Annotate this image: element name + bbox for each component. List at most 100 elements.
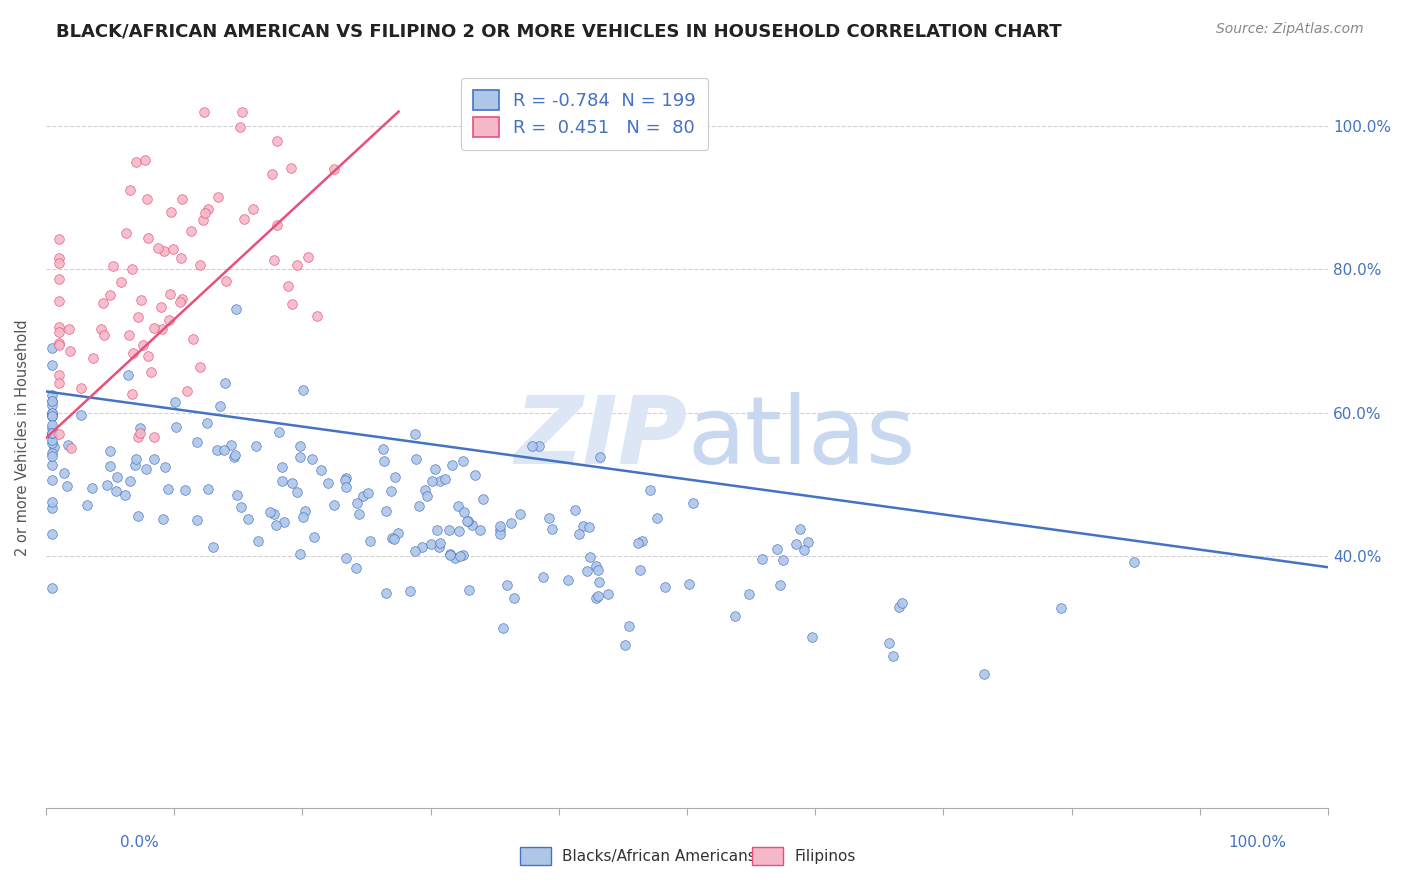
Point [619, 619, 641, 633]
Point [129, 421, 152, 435]
Point [429, 536, 451, 550]
Point [437, 523, 460, 537]
Point [271, 474, 294, 488]
Point [225, 488, 247, 502]
Point [215, 274, 238, 288]
Point [277, 279, 299, 293]
Point [181, 332, 204, 346]
Point [751, 551, 773, 566]
Point [165, 420, 187, 434]
Point [578, 549, 600, 564]
Point [41, 425, 63, 440]
Point [93, 296, 115, 310]
Point [173, 483, 195, 497]
Point [56, 479, 79, 493]
Point [100, 458, 122, 473]
Point [246, 533, 269, 548]
Point [124, 458, 146, 472]
Point [245, 439, 267, 453]
Point [221, 438, 243, 452]
Point [451, 454, 474, 468]
Point [41, 581, 63, 595]
Point [197, 482, 219, 496]
Point [142, 452, 165, 467]
Point [440, 458, 463, 472]
Point [197, 202, 219, 216]
Text: Source: ZipAtlas.com: Source: ZipAtlas.com [1216, 22, 1364, 37]
Point [1122, 555, 1144, 569]
Point [405, 452, 427, 467]
Point [682, 496, 704, 510]
Point [143, 430, 166, 444]
Point [48, 337, 70, 351]
Point [419, 537, 441, 551]
Point [260, 167, 283, 181]
Point [194, 206, 217, 220]
Point [153, 244, 176, 258]
Point [98, 443, 121, 458]
Point [281, 297, 304, 311]
Point [439, 548, 461, 562]
Point [48, 368, 70, 382]
Point [461, 517, 484, 532]
Point [973, 667, 995, 681]
Point [411, 540, 433, 554]
Point [136, 231, 159, 245]
Point [789, 522, 811, 536]
Point [228, 120, 250, 134]
Point [290, 548, 312, 562]
Point [793, 543, 815, 558]
Point [470, 523, 492, 537]
Point [41, 458, 63, 473]
Point [572, 519, 595, 533]
Point [121, 387, 143, 401]
Point [232, 212, 254, 227]
Point [44, 440, 66, 454]
Point [127, 310, 149, 324]
Point [201, 541, 224, 555]
Point [588, 574, 610, 589]
Point [380, 483, 402, 498]
Point [489, 523, 512, 537]
Point [464, 468, 486, 483]
Point [347, 508, 370, 522]
Point [118, 474, 141, 488]
Point [41, 445, 63, 459]
Point [114, 226, 136, 240]
Point [785, 537, 807, 551]
Point [613, 638, 636, 652]
Point [371, 442, 394, 457]
Point [588, 563, 610, 577]
Point [471, 491, 494, 506]
Point [41, 409, 63, 423]
Point [416, 489, 439, 503]
Point [41, 450, 63, 464]
Point [273, 515, 295, 529]
Point [263, 507, 285, 521]
Point [374, 503, 396, 517]
Point [90, 322, 112, 336]
Point [352, 489, 374, 503]
Point [266, 135, 288, 149]
Point [136, 349, 159, 363]
Point [48, 251, 70, 265]
Point [41, 388, 63, 402]
Point [738, 587, 761, 601]
Point [142, 321, 165, 335]
Point [357, 486, 380, 500]
Point [188, 258, 211, 272]
Point [170, 251, 193, 265]
Point [588, 589, 610, 603]
Point [41, 406, 63, 420]
Point [141, 365, 163, 379]
Point [110, 276, 132, 290]
Point [114, 488, 136, 502]
Point [333, 473, 356, 487]
Point [134, 153, 156, 168]
Point [801, 630, 824, 644]
Point [41, 409, 63, 423]
Point [69, 381, 91, 395]
Point [195, 416, 218, 430]
Point [399, 584, 422, 599]
Point [118, 328, 141, 343]
